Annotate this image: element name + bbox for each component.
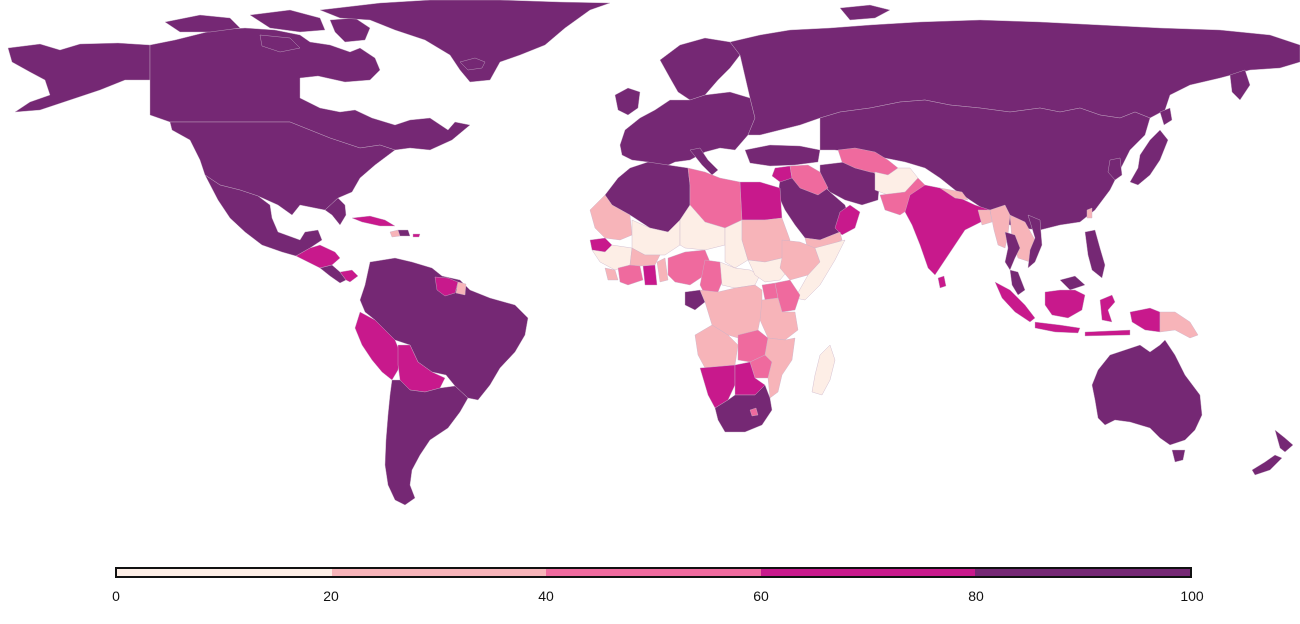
- legend-tick-100: 100: [1180, 588, 1204, 604]
- legend-tick-0: 0: [112, 588, 120, 604]
- region-south-america: [354, 257, 529, 506]
- world-choropleth-map: [7, 0, 1300, 506]
- region-europe-russia: [614, 4, 1300, 176]
- region-south-asia: [837, 147, 993, 289]
- legend-bin-80-100: [975, 569, 1190, 576]
- legend-tick-80: 80: [968, 588, 984, 604]
- region-africa: [589, 161, 846, 433]
- region-north-america: [7, 0, 611, 257]
- legend-tick-20: 20: [323, 588, 339, 604]
- region-caribbean: [351, 215, 421, 238]
- legend-bin-40-60: [546, 569, 761, 576]
- legend-tick-40: 40: [538, 588, 554, 604]
- legend-bin-60-80: [760, 569, 976, 576]
- legend-bin-20-40: [331, 569, 547, 576]
- region-southeast-asia: [989, 204, 1106, 296]
- region-indonesia-png: [994, 281, 1199, 339]
- legend-bin-0-20: [117, 569, 332, 576]
- region-central-east-asia: [777, 99, 1173, 241]
- region-oceania: [1091, 339, 1294, 476]
- color-scale-legend: [115, 567, 1192, 578]
- region-central-america: [295, 244, 359, 284]
- legend-tick-60: 60: [753, 588, 769, 604]
